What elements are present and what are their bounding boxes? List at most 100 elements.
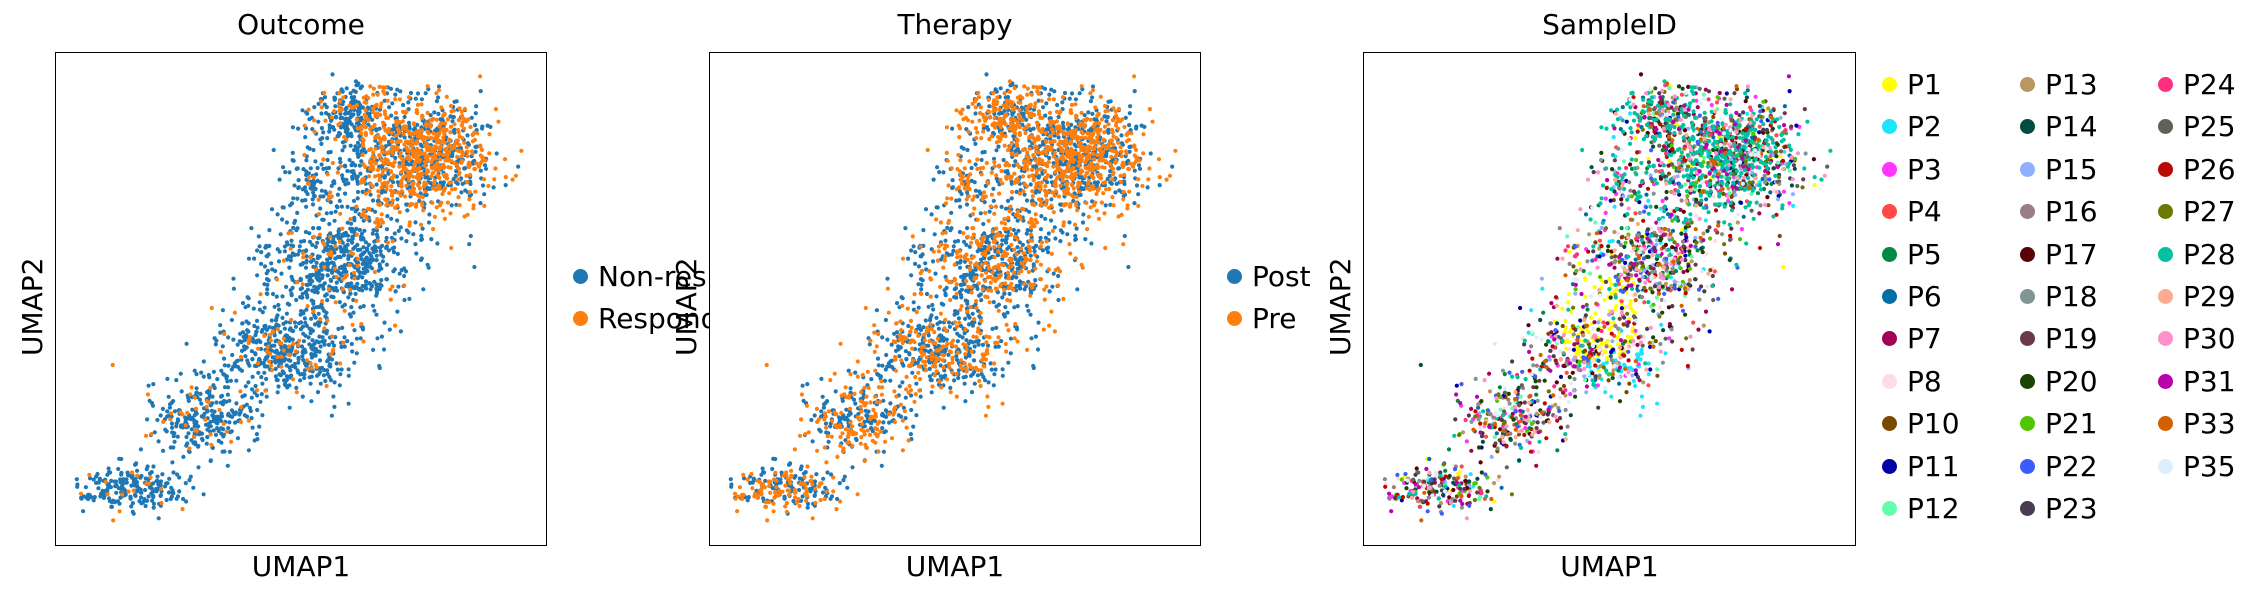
scatter-point: [311, 226, 316, 231]
scatter-point: [958, 258, 963, 263]
scatter-point: [359, 321, 364, 327]
scatter-point: [319, 141, 324, 146]
scatter-point: [999, 204, 1004, 209]
scatter-point: [302, 123, 307, 128]
scatter-point: [269, 363, 274, 368]
scatter-point: [325, 318, 330, 323]
scatter-point: [1046, 245, 1051, 250]
scatter-point: [432, 110, 437, 115]
scatter-point: [1052, 193, 1057, 198]
scatter-point: [963, 316, 968, 321]
scatter-point: [1005, 310, 1010, 315]
scatter-point: [1013, 149, 1018, 154]
scatter-point: [977, 378, 982, 384]
scatter-point: [155, 474, 160, 479]
scatter-point: [1007, 79, 1012, 84]
scatter-point: [962, 166, 967, 171]
scatter-point: [278, 330, 283, 335]
scatter-point: [1099, 117, 1104, 122]
scatter-point: [333, 256, 338, 261]
scatter-point: [1020, 242, 1025, 247]
scatter-point: [294, 297, 299, 303]
scatter-point: [353, 144, 358, 149]
scatter-point: [462, 214, 467, 219]
scatter-point: [348, 143, 353, 148]
scatter-point: [273, 339, 278, 344]
scatter-point: [355, 148, 360, 153]
scatter-point: [951, 248, 956, 253]
scatter-point: [1137, 166, 1143, 171]
scatter-point: [975, 194, 980, 199]
scatter-point: [975, 249, 980, 254]
scatter-point: [840, 431, 845, 436]
scatter-point: [297, 338, 302, 343]
scatter-point: [245, 328, 250, 333]
scatter-point: [301, 339, 306, 344]
scatter-point: [228, 378, 233, 383]
scatter-point: [168, 417, 173, 422]
scatter-point: [455, 154, 460, 159]
scatter-point: [419, 102, 424, 107]
scatter-point: [817, 427, 822, 432]
scatter-point: [358, 336, 363, 341]
scatter-point: [264, 327, 270, 332]
scatter-point: [321, 217, 326, 222]
scatter-point: [312, 313, 317, 318]
scatter-point: [417, 186, 422, 191]
scatter-point: [363, 214, 368, 219]
scatter-point: [91, 477, 96, 482]
scatter-point: [371, 228, 376, 233]
scatter-point: [903, 349, 908, 354]
scatter-point: [204, 404, 209, 409]
scatter-point: [377, 153, 382, 158]
scatter-point: [288, 246, 293, 251]
scatter-point: [75, 484, 80, 489]
scatter-point: [199, 370, 204, 375]
scatter-point: [840, 449, 846, 454]
scatter-point: [956, 316, 961, 321]
scatter-point: [467, 197, 472, 202]
scatter-point: [1003, 206, 1009, 211]
scatter-point: [1119, 179, 1124, 185]
scatter-point: [428, 124, 433, 129]
scatter-point: [934, 205, 939, 210]
scatter-point: [243, 354, 248, 359]
scatter-point: [286, 344, 292, 349]
scatter-point: [492, 177, 497, 182]
scatter-point: [319, 188, 324, 193]
scatter-point: [448, 103, 454, 109]
scatter-point: [300, 187, 305, 192]
scatter-point: [332, 127, 337, 132]
scatter-point: [882, 378, 887, 383]
scatter-point: [347, 157, 352, 163]
scatter-point: [336, 227, 342, 233]
scatter-point: [913, 329, 918, 334]
scatter-point: [234, 401, 239, 406]
scatter-point: [342, 266, 348, 271]
scatter-point: [820, 490, 826, 495]
scatter-point: [819, 376, 824, 381]
scatter-point: [129, 504, 134, 509]
scatter-point: [409, 131, 414, 137]
scatter-point: [371, 150, 376, 155]
scatter-point: [937, 170, 942, 175]
scatter-point: [453, 186, 458, 192]
scatter-point: [437, 124, 442, 129]
scatter-point: [885, 337, 890, 342]
scatter-point: [405, 168, 410, 173]
scatter-point: [450, 146, 455, 151]
scatter-point: [435, 160, 440, 166]
scatter-point: [353, 209, 358, 214]
scatter-point: [357, 227, 362, 233]
scatter-point: [800, 494, 805, 499]
scatter-point: [264, 355, 269, 360]
scatter-point: [281, 336, 286, 341]
scatter-point: [972, 381, 977, 386]
scatter-point: [321, 249, 326, 254]
scatter-point: [966, 313, 971, 318]
scatter-point: [992, 361, 997, 366]
scatter-point: [845, 485, 850, 490]
scatter-point: [226, 385, 231, 390]
scatter-point: [763, 478, 768, 483]
scatter-point: [189, 385, 194, 390]
